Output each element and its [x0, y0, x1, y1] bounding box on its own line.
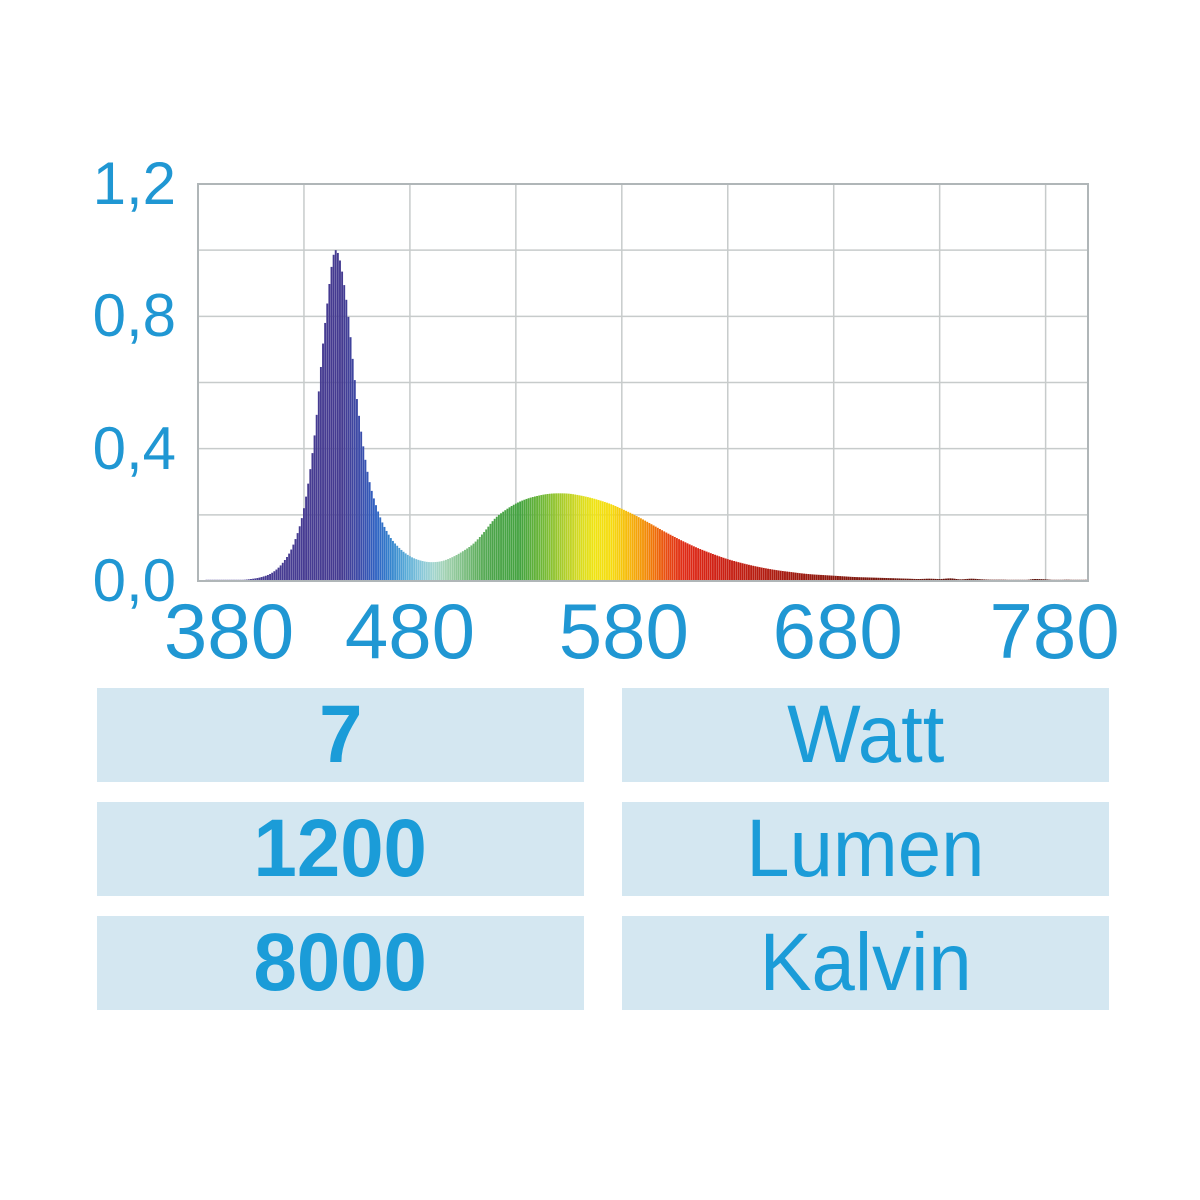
- spec-value-lumen-text: 1200: [253, 803, 428, 894]
- spec-value-lumen: 1200: [97, 802, 584, 896]
- spec-value-watt: 7: [97, 688, 584, 782]
- spectrum-area: [205, 250, 1089, 582]
- spectrum-plot-canvas: [197, 183, 1089, 582]
- spec-unit-watt-text: Watt: [786, 689, 945, 780]
- spec-value-watt-text: 7: [318, 689, 363, 780]
- spec-table: 7 Watt 1200 Lumen 8000 Kalvin: [97, 688, 1109, 1010]
- y-tick-label: 1,2: [92, 150, 176, 217]
- x-tick-label: 380: [163, 587, 295, 675]
- spec-unit-lumen-text: Lumen: [746, 803, 985, 894]
- x-tick-label: 780: [989, 587, 1120, 675]
- spec-unit-kelvin: Kalvin: [622, 916, 1109, 1010]
- spectrum-chart: 0,0 0,4 0,8 1,2 380 480 580 680 780: [92, 150, 1120, 675]
- y-tick-label: 0,4: [92, 414, 176, 482]
- x-tick-label: 580: [558, 587, 689, 675]
- x-tick-label: 480: [344, 587, 475, 675]
- spec-unit-kelvin-text: Kalvin: [759, 917, 972, 1008]
- plot-border: [197, 183, 1089, 582]
- spec-value-kelvin: 8000: [97, 916, 584, 1010]
- x-tick-label: 680: [772, 587, 903, 675]
- spec-unit-lumen: Lumen: [622, 802, 1109, 896]
- y-tick-label: 0,8: [92, 282, 176, 350]
- y-tick-label: 0,0: [92, 547, 176, 614]
- spec-value-kelvin-text: 8000: [253, 917, 428, 1008]
- spec-unit-watt: Watt: [622, 688, 1109, 782]
